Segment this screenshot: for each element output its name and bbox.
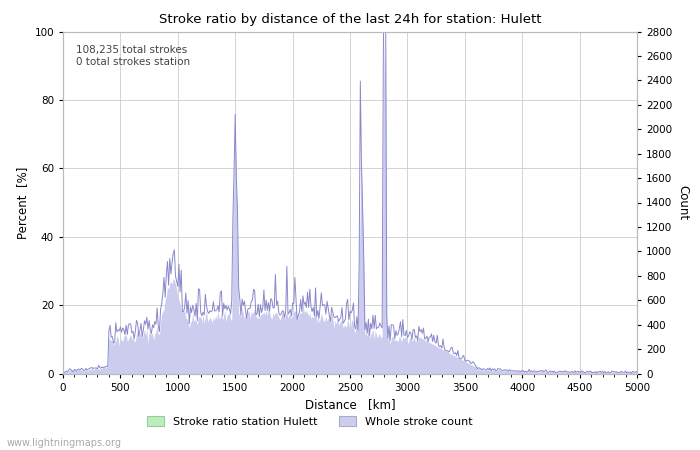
Text: www.lightningmaps.org: www.lightningmaps.org: [7, 438, 122, 448]
Y-axis label: Count: Count: [676, 185, 689, 220]
Text: 108,235 total strokes
0 total strokes station: 108,235 total strokes 0 total strokes st…: [76, 45, 190, 67]
Y-axis label: Percent  [%]: Percent [%]: [16, 166, 29, 238]
Legend: Stroke ratio station Hulett, Whole stroke count: Stroke ratio station Hulett, Whole strok…: [143, 412, 477, 431]
Title: Stroke ratio by distance of the last 24h for station: Hulett: Stroke ratio by distance of the last 24h…: [159, 13, 541, 26]
X-axis label: Distance   [km]: Distance [km]: [304, 398, 395, 411]
